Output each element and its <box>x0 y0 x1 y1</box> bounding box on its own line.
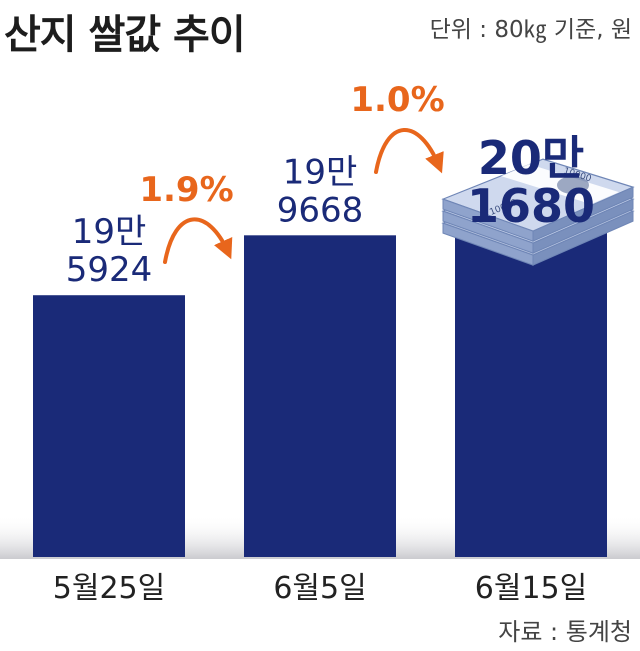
bar-2 <box>244 235 396 557</box>
change-arrow <box>374 128 444 174</box>
value-label: 5924 <box>66 250 153 290</box>
bar-1 <box>33 295 185 557</box>
change-label: 1.9% <box>139 170 233 210</box>
unit-label: 단위 : 80㎏ 기준, 원 <box>429 17 632 43</box>
change-label: 1.0% <box>350 80 444 120</box>
value-label: 19만 <box>283 152 358 192</box>
change-arrow <box>163 217 233 264</box>
chart-title: 산지 쌀값 추이 <box>4 12 246 58</box>
category-label: 6월15일 <box>475 571 587 606</box>
category-label: 6월5일 <box>273 571 366 606</box>
value-label: 20만 <box>478 131 584 185</box>
value-label: 9668 <box>277 190 364 230</box>
value-label: 19만 <box>72 212 147 252</box>
category-label: 5월25일 <box>53 571 165 606</box>
source-label: 자료 : 통계청 <box>498 618 632 646</box>
value-label: 1680 <box>467 179 595 233</box>
